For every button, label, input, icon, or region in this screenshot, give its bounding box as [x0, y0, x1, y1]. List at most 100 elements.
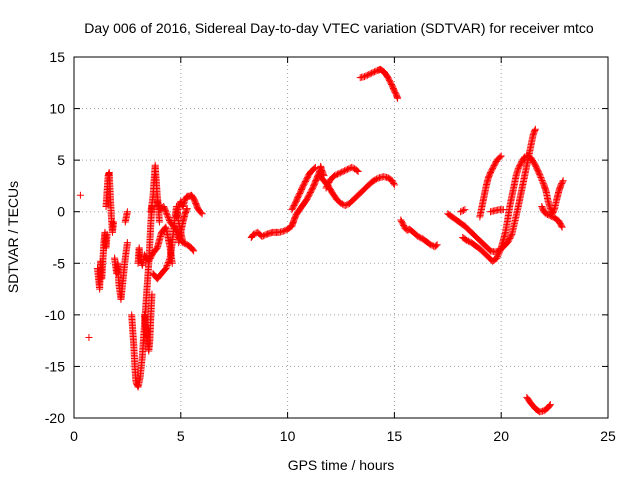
data-point [390, 181, 398, 189]
data-point [180, 239, 188, 247]
data-point [353, 166, 361, 174]
series-s18 [316, 172, 398, 210]
data-point [531, 125, 539, 133]
data-point [171, 225, 179, 233]
series-s22 [459, 153, 529, 265]
data-point [432, 242, 440, 250]
data-point [281, 227, 289, 235]
data-point [165, 257, 173, 265]
series-s05 [111, 239, 131, 303]
series-s09 [140, 290, 156, 355]
y-tick-label: -20 [45, 410, 65, 426]
y-axis-label: SDTVAR / TECUs [5, 181, 21, 293]
data-point [369, 68, 377, 76]
data-point [349, 164, 357, 172]
data-point [370, 68, 378, 76]
data-point [459, 206, 467, 214]
series-s24 [457, 206, 469, 216]
data-point [507, 232, 515, 240]
data-point [332, 171, 340, 179]
series-s08 [134, 223, 176, 269]
grid-lines [74, 57, 608, 418]
data-point [331, 172, 339, 180]
data-point [371, 176, 379, 184]
data-point [341, 167, 349, 175]
data-point [166, 256, 174, 264]
data-point [494, 251, 502, 259]
x-axis-label: GPS time / hours [288, 457, 395, 473]
data-point [354, 167, 362, 175]
data-point [360, 73, 368, 81]
data-point [543, 210, 551, 218]
data-point [366, 70, 374, 78]
data-point [335, 170, 343, 178]
series-s23 [476, 152, 505, 221]
data-point [165, 215, 173, 223]
tick-labels: 0 5 10 15 20 25 -20 -15 -10 -5 0 5 10 15 [45, 49, 616, 444]
data-point [463, 237, 471, 245]
series-s20 [397, 216, 441, 251]
plot-frame [73, 56, 609, 419]
data-point [162, 208, 170, 216]
data-point [162, 263, 170, 271]
data-point [310, 164, 318, 172]
series-s26 [523, 151, 567, 218]
data-point [545, 211, 553, 219]
y-tick-label: 0 [57, 204, 65, 220]
data-point [390, 180, 398, 188]
x-tick-label: 0 [70, 428, 78, 444]
data-point [170, 223, 178, 231]
data-point [457, 208, 465, 216]
x-tick-label: 25 [600, 428, 616, 444]
data-point [415, 233, 423, 241]
data-point [531, 126, 539, 134]
data-point [163, 211, 171, 219]
data-point [494, 253, 502, 261]
data-point [548, 213, 556, 221]
data-point [537, 175, 545, 183]
data-point [362, 72, 370, 80]
data-point [162, 264, 170, 272]
series-s28 [523, 393, 554, 416]
data-point [162, 209, 170, 217]
data-point [536, 171, 544, 179]
data-point [336, 169, 344, 177]
data-point [337, 199, 345, 207]
data-point [546, 402, 554, 410]
data-point [493, 254, 501, 262]
data-point [164, 212, 172, 220]
data-point [558, 178, 566, 186]
x-tick-label: 10 [280, 428, 296, 444]
data-point [461, 206, 469, 214]
data-point [559, 177, 567, 185]
data-point [433, 241, 441, 249]
series-s04 [102, 169, 118, 236]
data-point [172, 226, 180, 234]
series-s19 [356, 65, 402, 102]
data-point [343, 201, 351, 209]
y-tick-label: 15 [49, 49, 65, 65]
series-s15 [247, 162, 328, 241]
data-point [155, 218, 163, 226]
series-s03 [93, 228, 111, 293]
data-point [374, 174, 382, 182]
data-point [363, 71, 371, 79]
data-point [341, 202, 349, 210]
data-point [536, 172, 544, 180]
data-point [464, 237, 472, 245]
series-s06 [121, 208, 131, 226]
data-point [373, 175, 381, 183]
series-s02 [85, 334, 93, 342]
data-point [550, 206, 558, 214]
data-point [183, 205, 191, 213]
series-s21 [444, 125, 539, 256]
data-point [458, 207, 466, 215]
data-point [558, 223, 566, 231]
data-point [148, 290, 156, 298]
data-point [339, 167, 347, 175]
data-point [76, 191, 84, 199]
series-s27 [538, 203, 566, 231]
data-point [497, 152, 505, 160]
